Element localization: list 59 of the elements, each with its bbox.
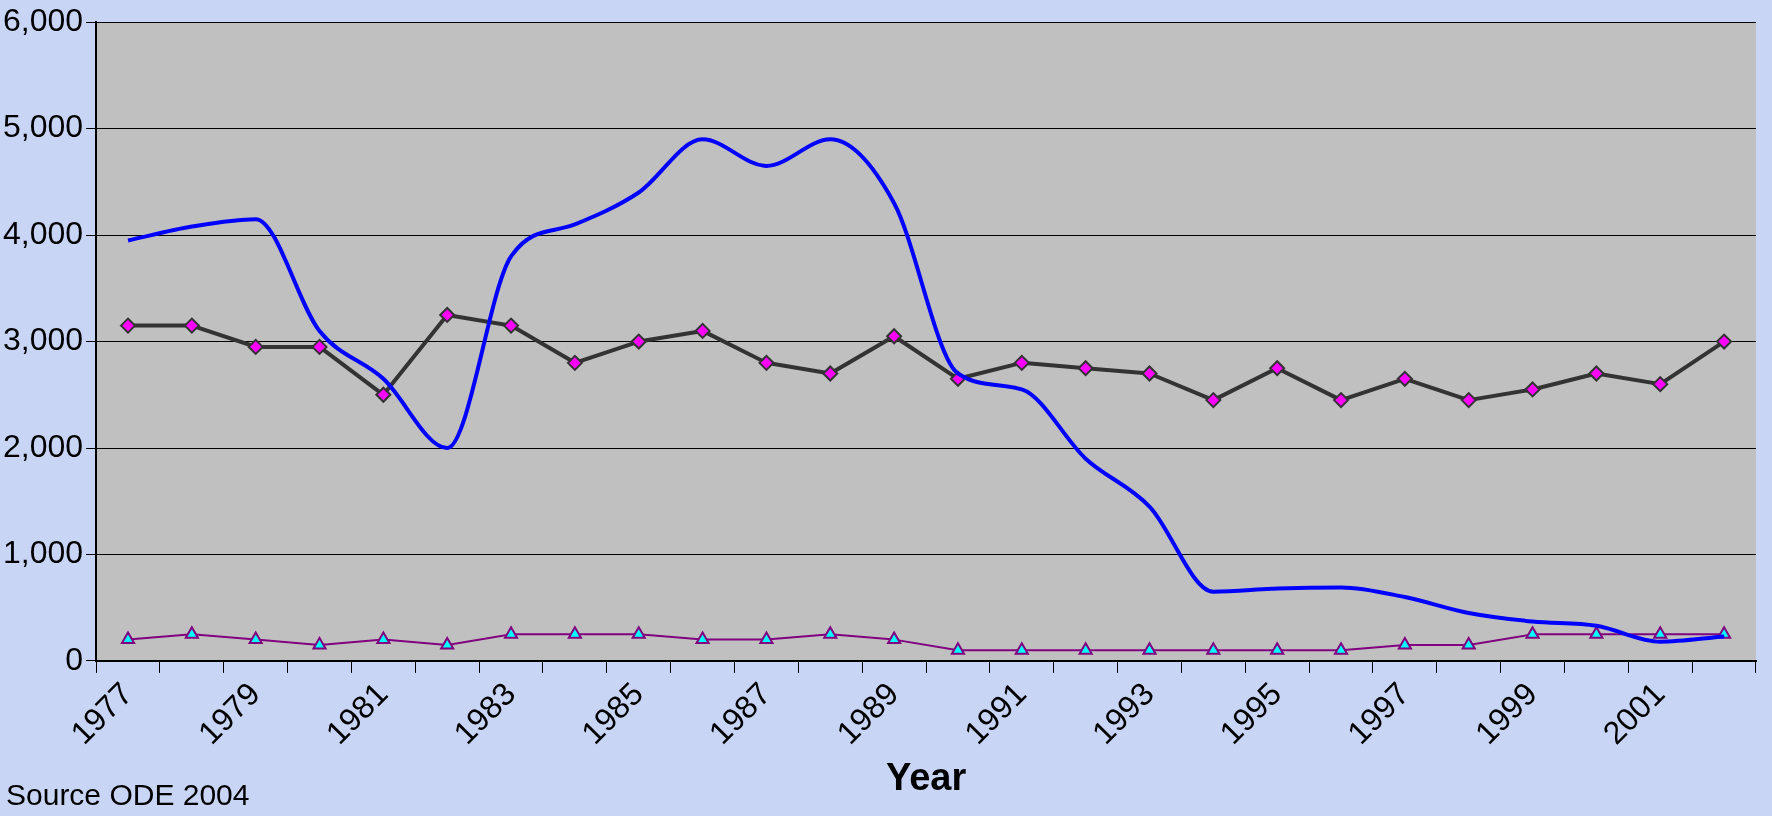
point bbox=[1333, 642, 1349, 655]
point bbox=[1077, 360, 1094, 377]
point bbox=[631, 626, 646, 639]
point bbox=[695, 631, 710, 645]
x-axis-title: Year bbox=[885, 755, 967, 798]
y-tick-label: 1,000 bbox=[3, 534, 84, 571]
point bbox=[886, 328, 903, 345]
point bbox=[1013, 354, 1030, 371]
point bbox=[823, 626, 838, 639]
point bbox=[439, 306, 456, 323]
point bbox=[247, 338, 264, 355]
point bbox=[375, 386, 392, 403]
point bbox=[630, 333, 647, 350]
point bbox=[1078, 642, 1093, 655]
point bbox=[1460, 392, 1477, 409]
point bbox=[1270, 642, 1285, 655]
point bbox=[1525, 626, 1540, 639]
point bbox=[1588, 365, 1605, 382]
y-tick-label: 2,000 bbox=[3, 427, 84, 464]
point bbox=[1396, 370, 1413, 387]
point bbox=[1524, 381, 1541, 398]
point bbox=[567, 626, 582, 639]
point bbox=[1141, 365, 1158, 382]
point bbox=[1589, 626, 1604, 639]
y-tick-label: 0 bbox=[65, 640, 84, 677]
point bbox=[950, 642, 966, 655]
point bbox=[1653, 626, 1668, 639]
source-note: Source ODE 2004 bbox=[6, 778, 250, 812]
point bbox=[1205, 392, 1222, 409]
point bbox=[120, 317, 136, 334]
point bbox=[248, 631, 263, 645]
y-tick-label: 3,000 bbox=[3, 321, 84, 358]
point bbox=[120, 631, 136, 645]
point bbox=[184, 626, 199, 639]
point bbox=[1269, 360, 1286, 377]
point bbox=[183, 317, 200, 334]
point bbox=[503, 317, 520, 334]
y-tick-label: 6,000 bbox=[3, 2, 84, 39]
point bbox=[311, 338, 328, 355]
point bbox=[1652, 376, 1669, 393]
point bbox=[1397, 636, 1412, 650]
point bbox=[1716, 333, 1733, 350]
point bbox=[504, 626, 519, 639]
point bbox=[312, 636, 327, 650]
point bbox=[566, 354, 583, 371]
y-tick-label: 5,000 bbox=[3, 108, 84, 145]
point bbox=[1333, 392, 1350, 409]
point bbox=[1461, 636, 1476, 650]
point bbox=[822, 365, 839, 382]
point bbox=[1206, 642, 1221, 655]
y-tick-label: 4,000 bbox=[3, 214, 84, 251]
point bbox=[440, 636, 455, 650]
point bbox=[376, 631, 391, 645]
point bbox=[887, 631, 902, 645]
point bbox=[758, 354, 775, 371]
point bbox=[1014, 642, 1029, 655]
point bbox=[759, 631, 774, 645]
point bbox=[694, 322, 711, 339]
point bbox=[1142, 642, 1157, 655]
